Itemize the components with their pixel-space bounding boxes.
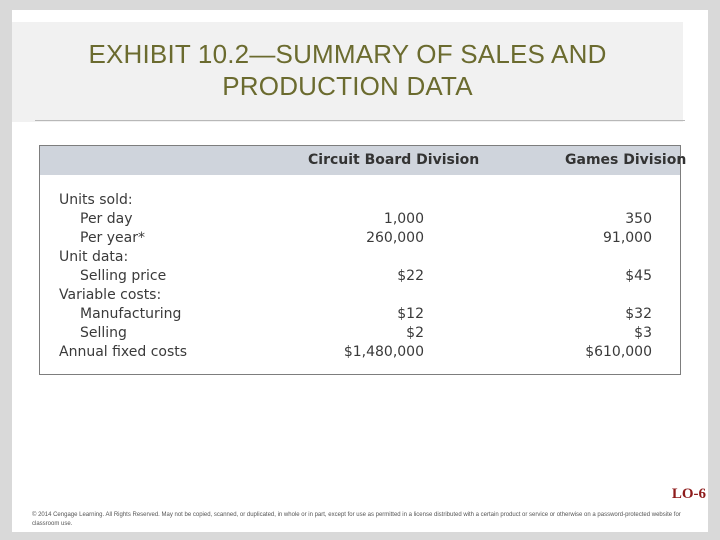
table-row: Annual fixed costs $1,480,000 $610,000 <box>40 344 680 363</box>
title-line-2: PRODUCTION DATA <box>222 71 473 101</box>
header-circuit-board-division: Circuit Board Division <box>308 152 480 168</box>
title-line-1: EXHIBIT 10.2—SUMMARY OF SALES AND <box>88 39 607 69</box>
circuit-board-value: 260,000 <box>366 230 424 246</box>
row-label: Per year* <box>80 230 145 246</box>
sales-production-table: Circuit Board Division Games Division Un… <box>39 145 686 375</box>
games-value: $32 <box>625 306 652 322</box>
row-label: Units sold: <box>59 192 133 208</box>
title-divider <box>35 120 685 121</box>
table-row: Units sold: <box>40 192 680 211</box>
circuit-board-value: $2 <box>406 325 424 341</box>
circuit-board-value: $12 <box>397 306 424 322</box>
row-label: Selling price <box>80 268 167 284</box>
table-row: Per day 1,000 350 <box>40 211 680 230</box>
table-row: Unit data: <box>40 249 680 268</box>
circuit-board-value: $22 <box>397 268 424 284</box>
circuit-board-value: $1,480,000 <box>343 344 424 360</box>
circuit-board-value: 1,000 <box>383 211 424 227</box>
title-band <box>12 22 683 122</box>
copyright-notice: © 2014 Cengage Learning. All Rights Rese… <box>32 512 681 527</box>
learning-objective-tag: LO-6 <box>671 486 706 502</box>
row-label: Annual fixed costs <box>59 344 188 360</box>
row-label: Per day <box>80 211 133 227</box>
table-header: Circuit Board Division Games Division <box>40 146 686 175</box>
row-label: Unit data: <box>59 249 129 265</box>
table-row: Per year* 260,000 91,000 <box>40 230 680 249</box>
row-label: Selling <box>80 325 127 341</box>
games-value: $45 <box>625 268 652 284</box>
games-value: 91,000 <box>603 230 652 246</box>
header-games-division: Games Division <box>565 152 687 168</box>
games-value: 350 <box>625 211 652 227</box>
row-label: Variable costs: <box>59 287 162 303</box>
row-label: Manufacturing <box>80 306 182 322</box>
table-row: Selling $2 $3 <box>40 325 680 344</box>
table-row: Variable costs: <box>40 287 680 306</box>
table-row: Manufacturing $12 $32 <box>40 306 680 325</box>
games-value: $3 <box>634 325 652 341</box>
games-value: $610,000 <box>585 344 652 360</box>
slide-title: EXHIBIT 10.2—SUMMARY OF SALES AND PRODUC… <box>12 38 683 102</box>
table-row: Selling price $22 $45 <box>40 268 680 287</box>
